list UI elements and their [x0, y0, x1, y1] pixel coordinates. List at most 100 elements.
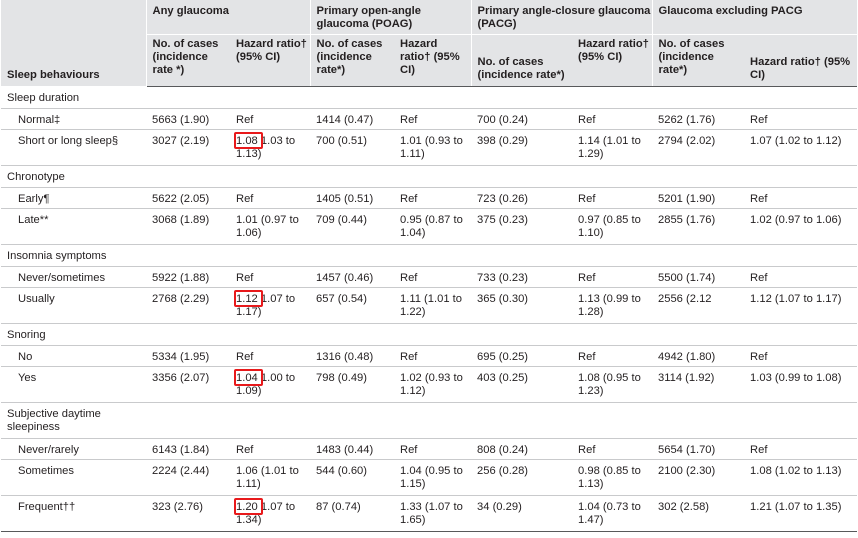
cell: 5201 (1.90): [652, 187, 745, 209]
cell: 2794 (2.02): [652, 129, 745, 166]
header-cases-pacg: No. of cases (incidence rate*): [470, 34, 573, 87]
row-label: Never/rarely: [1, 438, 146, 460]
highlighted-hazard-ratio-cell: 1.08 1.03 to 1.13): [230, 129, 310, 166]
header-any-glaucoma: Any glaucoma: [145, 0, 310, 35]
hazard-ratio-ci: 1.07 to 1.17): [236, 292, 296, 318]
header-cases-any: No. of cases (incidence rate *): [145, 34, 230, 87]
cell: 0.97 (0.85 to 1.10): [572, 208, 653, 245]
row-label: Usually: [1, 287, 146, 324]
cell: 1.04 (0.95 to 1.15): [394, 459, 472, 496]
hazard-ratio-point: 1.08: [234, 131, 263, 149]
cell: 709 (0.44): [310, 208, 394, 245]
cell: Ref: [394, 345, 472, 367]
header-poag: Primary open-angle glaucoma (POAG): [309, 0, 472, 35]
header-pacg: Primary angle-closure glaucoma (PACG): [470, 0, 653, 35]
cell: 1.08 (1.02 to 1.13): [744, 459, 858, 496]
row-label: Normal‡: [1, 108, 146, 130]
cell: Ref: [394, 108, 472, 130]
cell: Ref: [230, 108, 310, 130]
cell: Ref: [744, 108, 858, 130]
header-hr-any: Hazard ratio† (95% CI): [230, 34, 310, 87]
cell: 375 (0.23): [471, 208, 573, 245]
cell: 5262 (1.76): [652, 108, 745, 130]
row-label: Late**: [1, 208, 146, 245]
section-title: Chronotype: [1, 165, 858, 188]
cell: Ref: [394, 438, 472, 460]
cell: 3114 (1.92): [652, 366, 745, 403]
cell: Ref: [230, 438, 310, 460]
cell: Ref: [572, 345, 653, 367]
cell: 1.13 (0.99 to 1.28): [572, 287, 653, 324]
cell: 1.02 (0.93 to 1.12): [394, 366, 472, 403]
cell: 2224 (2.44): [146, 459, 230, 496]
cell: 1.02 (0.97 to 1.06): [744, 208, 858, 245]
cell: 700 (0.24): [471, 108, 573, 130]
cell: 2855 (1.76): [652, 208, 745, 245]
cell: 1457 (0.46): [310, 266, 394, 288]
highlighted-hazard-ratio-cell: 1.12 1.07 to 1.17): [230, 287, 310, 324]
hazard-ratio-ci: 1.07 to 1.34): [236, 500, 296, 526]
cell: Ref: [744, 187, 858, 209]
cell: 798 (0.49): [310, 366, 394, 403]
cell: 1414 (0.47): [310, 108, 394, 130]
cell: 657 (0.54): [310, 287, 394, 324]
cell: 3356 (2.07): [146, 366, 230, 403]
cell: 2100 (2.30): [652, 459, 745, 496]
cell: 1.01 (0.97 to 1.06): [230, 208, 310, 245]
cell: 302 (2.58): [652, 495, 745, 532]
section-title: Snoring: [1, 323, 858, 346]
cell: 6143 (1.84): [146, 438, 230, 460]
row-label: Short or long sleep§: [1, 129, 146, 166]
cell: Ref: [230, 345, 310, 367]
cell: 87 (0.74): [310, 495, 394, 532]
cell: 1.06 (1.01 to 1.11): [230, 459, 310, 496]
cell: 1483 (0.44): [310, 438, 394, 460]
cell: 1.14 (1.01 to 1.29): [572, 129, 653, 166]
row-label: Frequent††: [1, 495, 146, 532]
cell: Ref: [394, 187, 472, 209]
cell: 1405 (0.51): [310, 187, 394, 209]
cell: 1.21 (1.07 to 1.35): [744, 495, 858, 532]
cell: 1.04 (0.73 to 1.47): [572, 495, 653, 532]
header-hr-excl-pacg: Hazard ratio† (95% CI): [744, 34, 858, 87]
cell: 1.07 (1.02 to 1.12): [744, 129, 858, 166]
cell: 1.01 (0.93 to 1.11): [394, 129, 472, 166]
cell: Ref: [230, 266, 310, 288]
cell: 544 (0.60): [310, 459, 394, 496]
cell: 808 (0.24): [471, 438, 573, 460]
cell: 5663 (1.90): [146, 108, 230, 130]
cell: Ref: [572, 438, 653, 460]
section-title: Sleep duration: [1, 86, 858, 109]
cell: 5922 (1.88): [146, 266, 230, 288]
cell: 5622 (2.05): [146, 187, 230, 209]
cell: 5654 (1.70): [652, 438, 745, 460]
row-label: Sometimes: [1, 459, 146, 496]
cell: 1.12 (1.07 to 1.17): [744, 287, 858, 324]
cell: 1316 (0.48): [310, 345, 394, 367]
section-title: Subjective daytime sleepiness: [1, 402, 146, 439]
hazard-ratio-ci: 1.03 to 1.13): [236, 134, 296, 160]
row-label: Yes: [1, 366, 146, 403]
cell: 733 (0.23): [471, 266, 573, 288]
cell: 5334 (1.95): [146, 345, 230, 367]
cell: 0.95 (0.87 to 1.04): [394, 208, 472, 245]
hazard-ratio-point: 1.04: [234, 368, 263, 386]
hazard-ratio-point: 1.20: [234, 497, 263, 515]
cell: 3068 (1.89): [146, 208, 230, 245]
cell: Ref: [744, 438, 858, 460]
cell: 365 (0.30): [471, 287, 573, 324]
cell: Ref: [572, 266, 653, 288]
hazard-ratio-point: 1.12: [234, 289, 263, 307]
cell: Ref: [394, 266, 472, 288]
cell: 4942 (1.80): [652, 345, 745, 367]
cell: 1.03 (0.99 to 1.08): [744, 366, 858, 403]
cell: 723 (0.26): [471, 187, 573, 209]
section-title: Insomnia symptoms: [1, 244, 858, 267]
cell: 0.98 (0.85 to 1.13): [572, 459, 653, 496]
highlighted-hazard-ratio-cell: 1.20 1.07 to 1.34): [230, 495, 310, 532]
cell: 2768 (2.29): [146, 287, 230, 324]
header-glaucoma-excluding-pacg: Glaucoma excluding PACG: [651, 0, 858, 35]
cell: 1.33 (1.07 to 1.65): [394, 495, 472, 532]
cell: 700 (0.51): [310, 129, 394, 166]
